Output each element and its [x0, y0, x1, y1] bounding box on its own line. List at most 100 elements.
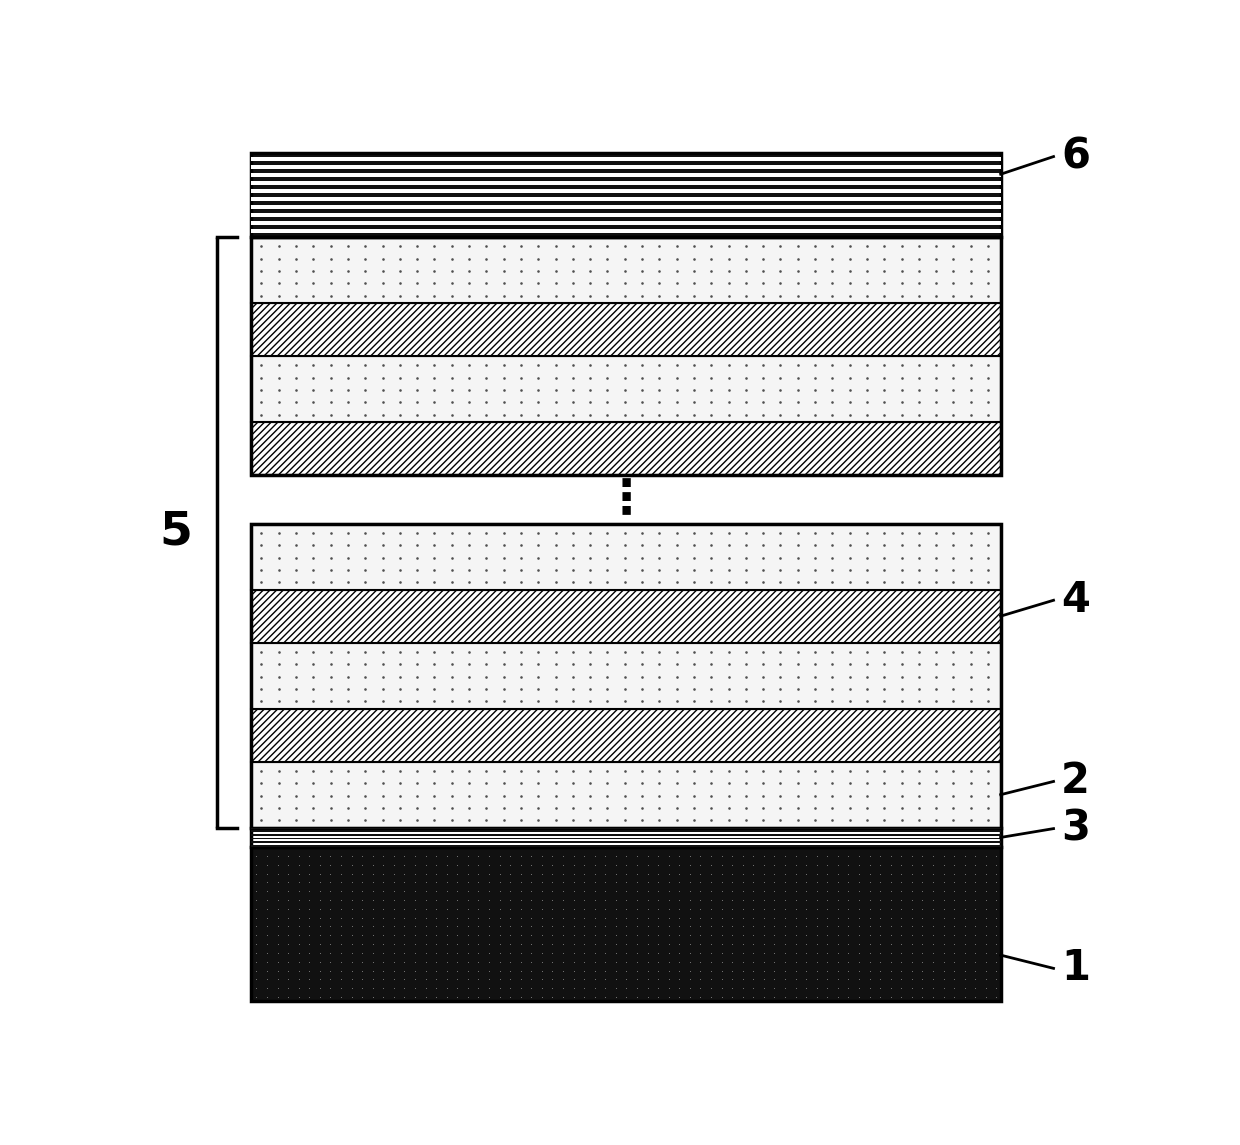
Point	[585, 900, 605, 918]
Point	[892, 275, 911, 293]
Point	[839, 655, 859, 673]
Point	[976, 988, 996, 1006]
Point	[849, 908, 869, 926]
Point	[722, 882, 742, 900]
Point	[476, 356, 496, 374]
Point	[546, 262, 565, 281]
Point	[701, 970, 720, 988]
Point	[909, 680, 929, 698]
Point	[459, 787, 479, 805]
Point	[320, 874, 340, 892]
Point	[339, 275, 358, 293]
Point	[616, 847, 636, 866]
Point	[304, 574, 324, 592]
Point	[839, 405, 859, 424]
Point	[321, 523, 341, 542]
Point	[857, 811, 877, 829]
Point	[363, 900, 383, 918]
Point	[448, 874, 467, 892]
Point	[564, 882, 584, 900]
Point	[585, 970, 605, 988]
Point	[598, 523, 618, 542]
Point	[733, 979, 753, 997]
Point	[786, 943, 806, 962]
Point	[735, 536, 755, 554]
Point	[839, 774, 859, 792]
Point	[384, 864, 404, 883]
Point	[574, 874, 594, 892]
Point	[712, 979, 732, 997]
Point	[494, 275, 513, 293]
Point	[743, 917, 763, 935]
Point	[616, 917, 636, 935]
Point	[427, 908, 446, 926]
Point	[494, 655, 513, 673]
Point	[469, 900, 489, 918]
Point	[874, 286, 894, 305]
Point	[764, 874, 784, 892]
Point	[822, 774, 842, 792]
Point	[764, 988, 784, 1006]
Point	[563, 799, 583, 818]
Bar	[250, 229, 1001, 234]
Point	[384, 935, 404, 954]
Point	[553, 943, 573, 962]
Point	[649, 891, 668, 909]
Point	[521, 874, 541, 892]
Point	[822, 405, 842, 424]
Point	[373, 891, 393, 909]
Point	[859, 882, 879, 900]
Point	[627, 953, 647, 971]
Point	[289, 874, 309, 892]
Point	[796, 847, 816, 866]
Point	[458, 970, 477, 988]
Point	[564, 864, 584, 883]
Point	[585, 935, 605, 954]
Point	[511, 988, 531, 1006]
Point	[394, 855, 414, 874]
Point	[257, 864, 277, 883]
Point	[934, 943, 954, 962]
Point	[650, 811, 670, 829]
Point	[553, 891, 573, 909]
Point	[987, 855, 1007, 874]
Point	[859, 943, 879, 962]
Point	[923, 908, 942, 926]
Point	[944, 874, 963, 892]
Point	[722, 988, 742, 1006]
Point	[356, 642, 376, 661]
Point	[796, 855, 816, 874]
Point	[436, 988, 456, 1006]
Point	[494, 523, 513, 542]
Point	[407, 381, 427, 400]
Point	[857, 655, 877, 673]
Point	[722, 855, 742, 874]
Point	[987, 864, 1007, 883]
Point	[247, 988, 267, 1006]
Point	[849, 874, 869, 892]
Point	[637, 979, 657, 997]
Point	[817, 935, 837, 954]
Point	[961, 262, 981, 281]
Point	[252, 642, 272, 661]
Point	[436, 962, 456, 980]
Point	[615, 574, 635, 592]
Point	[269, 237, 289, 255]
Point	[511, 369, 531, 387]
Point	[494, 536, 513, 554]
Point	[712, 970, 732, 988]
Point	[278, 900, 298, 918]
Point	[546, 692, 565, 710]
Point	[849, 917, 869, 935]
Point	[684, 561, 704, 579]
Point	[926, 787, 946, 805]
Point	[828, 874, 848, 892]
Point	[926, 237, 946, 255]
Point	[286, 369, 306, 387]
Point	[892, 787, 911, 805]
Point	[743, 979, 763, 997]
Point	[304, 761, 324, 780]
Point	[373, 393, 393, 411]
Point	[874, 237, 894, 255]
Point	[615, 692, 635, 710]
